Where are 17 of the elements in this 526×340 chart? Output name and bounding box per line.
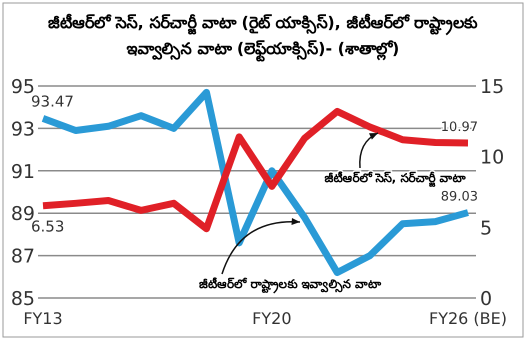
y-tick-label: 93: [10, 118, 35, 140]
data-label: 89.03: [440, 190, 478, 205]
y-tick-label: 91: [10, 160, 35, 183]
y-tick-label: 85: [10, 288, 35, 310]
y2-tick-label: 15: [480, 76, 504, 98]
x-tick-label: FY20: [252, 309, 292, 328]
text: జీటీఆర్‌లో సెస్, సర్‌చార్జీ వాటా: [324, 171, 467, 187]
y-tick-label: 87: [10, 246, 35, 268]
data-label: 6.53: [31, 218, 64, 236]
x-tick-label: FY13: [23, 309, 63, 328]
y2-tick-label: 5: [480, 217, 492, 240]
data-label: 93.47: [31, 92, 74, 110]
x-tick-label: FY26 (BE): [429, 309, 507, 328]
chart-title: జీటీఆర్‌లో సెస్, సర్‌చార్జీ వాటా (రైట్ యాక్సిస్), జీటీఆర్‌లో రాష్ట్రాలకు ఇవ్వాల్సిన వాటా (లెఫ్ట్‌యాక్సిస్)- (శాతాల్లో): [48, 13, 478, 62]
series-label: జీటీఆర్‌లో రాష్ట్రాలకు ఇవ్వాల్సిన వాటా: [199, 277, 382, 294]
y2-tick-label: 10: [480, 146, 504, 169]
y2-tick-label: 0: [480, 288, 492, 310]
